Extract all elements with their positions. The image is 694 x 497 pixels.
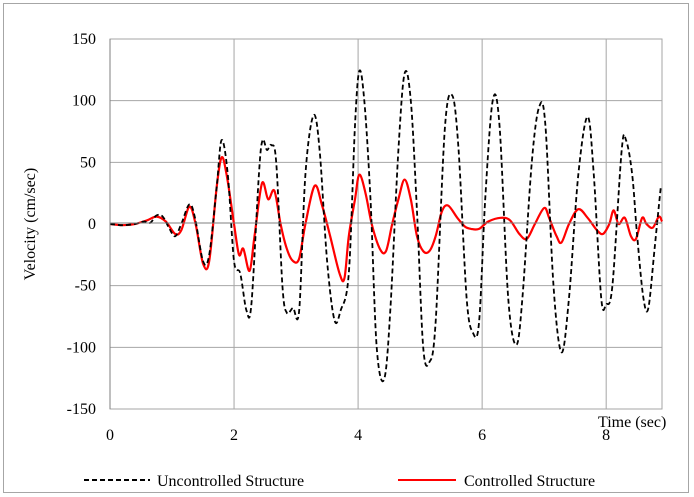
y-axis-title: Velocity (cm/sec)	[22, 168, 39, 280]
legend-uncontrolled-label: Uncontrolled Structure	[157, 473, 304, 490]
y-tick-label: 100	[72, 93, 96, 110]
series-uncontrolled-line	[109, 69, 662, 383]
y-tick-label: -100	[67, 339, 96, 356]
x-tick-label: 8	[602, 427, 610, 444]
y-tick-label: 50	[80, 154, 96, 171]
legend: Uncontrolled Structure Controlled Struct…	[84, 473, 595, 490]
grid	[109, 38, 663, 410]
axes	[109, 39, 662, 409]
y-tick-label: 150	[72, 31, 96, 48]
legend-controlled-label: Controlled Structure	[464, 473, 595, 490]
y-tick-label: -150	[67, 401, 96, 418]
y-tick-label: 0	[88, 216, 96, 233]
x-tick-labels: 0 2 4 6 8	[106, 427, 610, 444]
x-tick-label: 4	[354, 427, 362, 444]
series-layer	[109, 69, 664, 383]
x-tick-label: 0	[106, 427, 114, 444]
plot-area	[110, 39, 662, 409]
x-tick-label: 6	[478, 427, 486, 444]
x-tick-label: 2	[230, 427, 238, 444]
series-controlled-line	[109, 155, 664, 283]
y-tick-labels: 150 100 50 0 -50 -100 -150	[67, 31, 96, 418]
y-tick-label: -50	[75, 278, 96, 295]
x-axis-title: Time (sec)	[598, 414, 666, 431]
